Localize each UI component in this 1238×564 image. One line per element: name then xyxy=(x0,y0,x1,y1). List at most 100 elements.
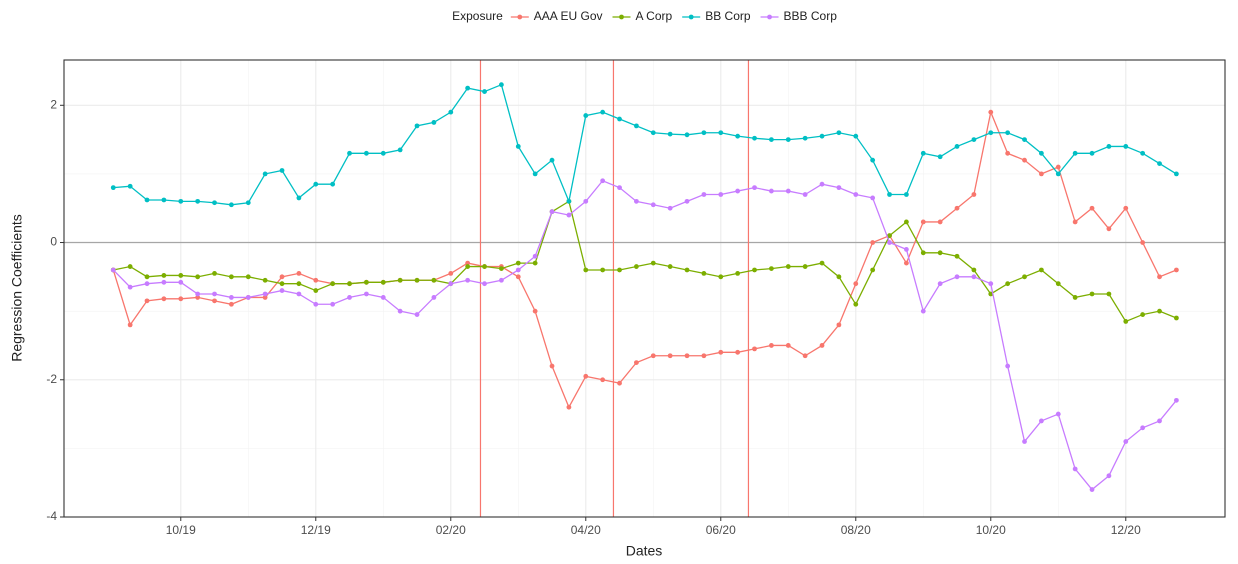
data-point xyxy=(364,150,369,156)
legend-key-point xyxy=(517,14,523,20)
data-point xyxy=(1106,226,1112,232)
data-point xyxy=(1005,363,1011,369)
data-point xyxy=(178,296,184,302)
data-point xyxy=(684,198,690,204)
data-point xyxy=(1157,308,1162,314)
data-point xyxy=(330,281,336,287)
x-tick-label: 10/19 xyxy=(166,523,196,537)
data-point xyxy=(937,250,943,256)
data-point xyxy=(1022,157,1027,163)
data-point xyxy=(347,295,352,300)
data-point xyxy=(1022,439,1027,444)
legend-label: BB Corp xyxy=(705,9,751,23)
data-point xyxy=(380,279,386,285)
data-point xyxy=(667,205,673,211)
data-point xyxy=(566,404,572,410)
data-point xyxy=(414,123,420,129)
data-point xyxy=(195,198,201,204)
data-point xyxy=(1157,274,1162,280)
data-point xyxy=(1089,291,1095,297)
data-point xyxy=(954,205,960,211)
data-point xyxy=(785,264,791,269)
data-point xyxy=(313,181,319,187)
data-point xyxy=(1005,130,1011,136)
data-point xyxy=(988,109,994,115)
data-point xyxy=(195,291,201,297)
data-point xyxy=(144,298,150,304)
data-point xyxy=(735,349,741,355)
data-point xyxy=(397,308,403,314)
data-point xyxy=(448,281,454,287)
data-point xyxy=(1106,291,1112,297)
data-point xyxy=(1072,466,1078,472)
data-point xyxy=(634,123,639,129)
data-point xyxy=(988,281,994,287)
data-point xyxy=(1055,411,1061,417)
data-point xyxy=(1089,205,1095,211)
series-line xyxy=(112,179,1177,491)
data-point xyxy=(1055,164,1061,170)
data-point xyxy=(465,264,471,269)
data-point xyxy=(195,274,201,280)
data-point xyxy=(380,295,386,300)
data-point xyxy=(245,274,251,280)
data-point xyxy=(1005,150,1011,156)
data-point xyxy=(161,197,167,203)
data-point xyxy=(499,277,504,283)
data-point xyxy=(853,301,859,307)
data-point xyxy=(769,266,774,272)
data-point xyxy=(1174,315,1179,321)
data-point xyxy=(1123,144,1129,149)
data-point xyxy=(229,202,234,208)
data-point xyxy=(954,274,960,280)
data-point xyxy=(904,260,909,266)
legend-label: A Corp xyxy=(636,9,673,23)
data-point xyxy=(1123,205,1129,211)
data-point xyxy=(718,130,724,136)
legend-label: AAA EU Gov xyxy=(534,9,603,23)
data-point xyxy=(735,133,741,139)
data-point xyxy=(515,267,521,273)
data-point xyxy=(1039,267,1044,273)
data-point xyxy=(330,301,336,307)
data-point xyxy=(769,188,774,194)
data-point xyxy=(1039,150,1044,156)
data-point xyxy=(380,150,386,156)
data-point xyxy=(1174,397,1179,403)
data-point xyxy=(650,260,656,266)
data-point xyxy=(245,295,251,300)
data-point xyxy=(431,295,437,300)
data-point xyxy=(566,198,572,204)
data-point xyxy=(364,291,369,297)
data-point xyxy=(212,291,217,297)
data-point xyxy=(634,360,639,366)
data-point xyxy=(583,113,589,118)
data-point xyxy=(229,274,234,280)
data-point xyxy=(752,267,757,273)
data-point xyxy=(296,291,302,297)
data-point xyxy=(617,116,622,122)
data-point xyxy=(262,171,268,177)
data-point xyxy=(448,271,454,276)
data-point xyxy=(178,279,184,285)
data-point xyxy=(347,150,352,156)
data-point xyxy=(684,267,690,273)
data-point xyxy=(920,250,926,256)
data-point xyxy=(684,353,690,359)
data-point xyxy=(937,281,943,287)
data-point xyxy=(701,353,707,359)
data-point xyxy=(1123,319,1129,324)
data-point xyxy=(1055,171,1061,177)
data-point xyxy=(870,267,876,273)
legend-key-point xyxy=(767,14,772,20)
data-point xyxy=(1089,487,1095,492)
data-point xyxy=(532,308,538,314)
data-point xyxy=(937,219,943,225)
data-point xyxy=(769,137,774,142)
data-point xyxy=(802,264,808,269)
data-point xyxy=(347,281,352,287)
data-point xyxy=(1140,150,1146,156)
data-point xyxy=(1174,267,1179,273)
data-point xyxy=(600,377,606,383)
